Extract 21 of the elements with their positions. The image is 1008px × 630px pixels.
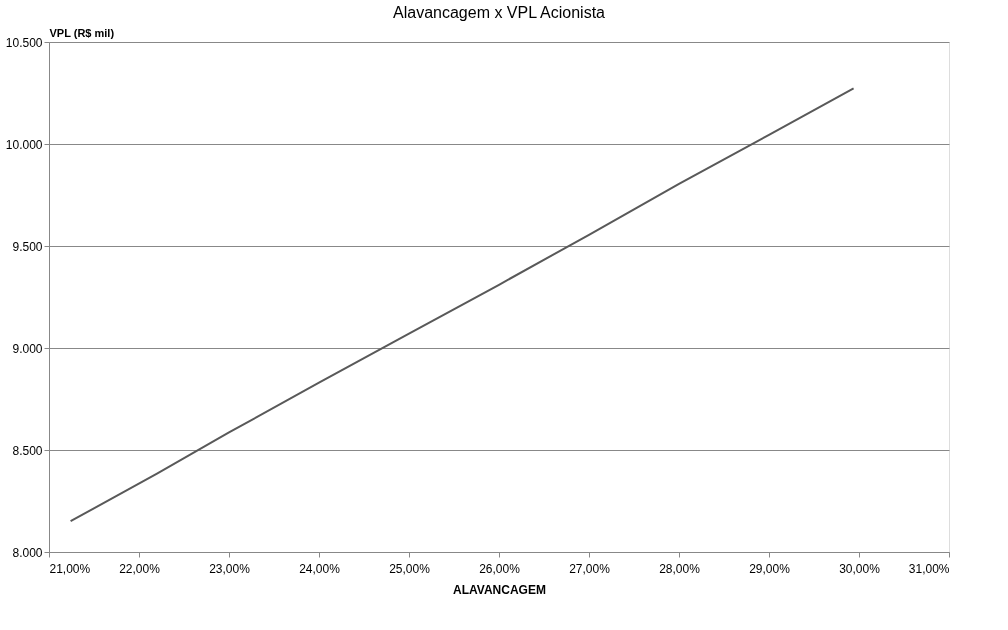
x-tick-label: 23,00%	[209, 561, 251, 576]
x-axis-title: ALAVANCAGEM	[453, 582, 546, 597]
x-tick-label: 21,00%	[49, 561, 91, 576]
y-tick-label: 9.000	[12, 341, 43, 356]
x-tick-label: 30,00%	[839, 561, 881, 576]
line-series	[69, 87, 855, 523]
x-tick-label: 22,00%	[119, 561, 161, 576]
x-tick-label: 31,00%	[908, 561, 950, 576]
y-tick-label: 8.500	[12, 443, 43, 458]
x-tick-label: 28,00%	[659, 561, 701, 576]
x-tick-label: 29,00%	[749, 561, 791, 576]
chart-title: Alavancagem x VPL Acionista	[393, 4, 606, 21]
x-tick-label: 25,00%	[389, 561, 431, 576]
x-tick-label: 24,00%	[299, 561, 341, 576]
x-tick-label: 26,00%	[479, 561, 521, 576]
y-tick-label: 8.000	[12, 545, 43, 560]
y-axis-title: VPL (R$ mil)	[49, 26, 115, 39]
x-tick-label: 27,00%	[569, 561, 611, 576]
y-tick-label: 9.500	[12, 239, 43, 254]
y-tick-label: 10.000	[5, 137, 43, 152]
y-tick-label: 10.500	[5, 35, 43, 50]
